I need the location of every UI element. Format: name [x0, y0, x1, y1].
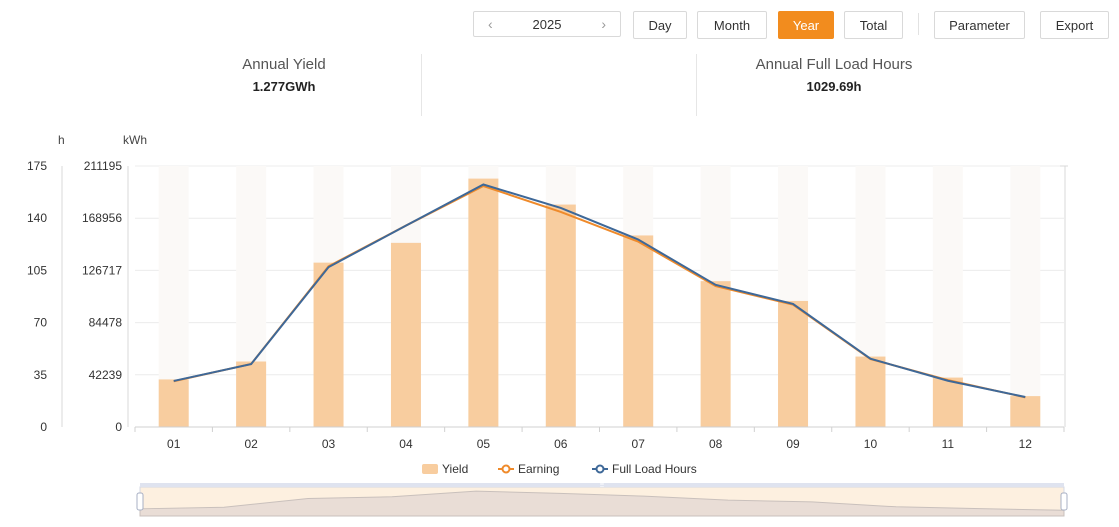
slider-handle[interactable] — [136, 492, 144, 511]
slider-top-bar — [140, 483, 1064, 487]
chevron-right-icon[interactable]: › — [601, 16, 606, 32]
yield-bar — [855, 356, 886, 427]
x-tick-label: 06 — [554, 437, 568, 451]
legend-label: Yield — [442, 462, 468, 476]
bar-background — [1010, 166, 1041, 427]
chevron-left-icon[interactable]: ‹ — [488, 16, 493, 32]
stat-divider — [696, 54, 697, 116]
annual-yield-stat: Annual Yield 1.277GWh — [184, 56, 384, 94]
yield-bar — [700, 281, 731, 427]
x-tick-label: 03 — [322, 437, 336, 451]
right-tick-label: 84478 — [89, 316, 123, 330]
x-tick-label: 01 — [167, 437, 181, 451]
yield-bar — [236, 361, 267, 427]
bar-layer — [158, 178, 1041, 427]
full-load-hours-stat: Annual Full Load Hours 1029.69h — [714, 56, 954, 94]
left-axis-unit: h — [58, 133, 65, 147]
full-load-hours-line — [173, 183, 1026, 399]
x-tick-label: 05 — [477, 437, 491, 451]
right-tick-label: 168956 — [82, 211, 122, 225]
parameter-button[interactable]: Parameter — [934, 11, 1025, 39]
annual-yield-value: 1.277GWh — [252, 79, 316, 94]
x-tick-label: 10 — [864, 437, 878, 451]
month-button[interactable]: Month — [697, 11, 767, 39]
left-tick-label: 70 — [34, 316, 48, 330]
yield-bar — [313, 262, 344, 427]
left-tick-label: 105 — [27, 263, 47, 277]
x-tick-label: 09 — [786, 437, 800, 451]
left-tick-label: 140 — [27, 211, 47, 225]
left-tick-label: 35 — [34, 368, 48, 382]
legend-yield-swatch — [422, 464, 438, 474]
legend-label: Full Load Hours — [612, 462, 697, 476]
slider-handle[interactable] — [1060, 492, 1068, 511]
right-tick-label: 126717 — [82, 263, 122, 277]
left-tick-label: 0 — [40, 420, 47, 434]
background-bar-layer — [158, 166, 1041, 427]
line-layer — [173, 183, 1026, 399]
legend-layer: Yield Earning Full Load Hours — [422, 462, 697, 476]
x-tick-label: 08 — [709, 437, 723, 451]
yield-bar — [468, 178, 499, 427]
total-button[interactable]: Total — [844, 11, 903, 39]
grid-layer — [135, 165, 1064, 376]
annual-yield-label: Annual Yield — [242, 56, 326, 73]
x-tick-label: 11 — [942, 437, 955, 451]
yield-bar — [545, 204, 576, 427]
x-tick-label: 02 — [244, 437, 258, 451]
x-tick-label: 07 — [632, 437, 646, 451]
axis-layer: 0 0 35 42239 70 84478 105 126717 140 168956 175 211… — [27, 159, 1068, 451]
yield-bar — [158, 379, 189, 427]
yield-bar — [932, 377, 963, 427]
day-button[interactable]: Day — [633, 11, 687, 39]
yield-bar — [390, 242, 421, 427]
full-load-hours-value: 1029.69h — [806, 79, 862, 94]
legend-marker — [595, 464, 605, 474]
right-tick-label: 211195 — [84, 159, 123, 173]
stat-divider — [421, 54, 422, 116]
slider-preview-area — [139, 490, 1065, 517]
right-axis-unit: kWh — [123, 133, 147, 147]
slider-move-handle[interactable]: ☰ — [600, 483, 605, 489]
yield-bar — [623, 235, 654, 427]
right-tick-label: 42239 — [89, 368, 123, 382]
year-picker[interactable]: ‹ 2025 › — [473, 11, 621, 37]
legend-marker — [501, 464, 511, 474]
year-value: 2025 — [532, 16, 562, 32]
yield-bar — [1010, 396, 1041, 427]
yield-bar — [778, 300, 809, 427]
full-load-hours-label: Annual Full Load Hours — [755, 56, 913, 73]
zoom-slider: ☰ — [136, 483, 1068, 517]
left-tick-label: 175 — [27, 159, 47, 173]
legend-label: Earning — [518, 462, 559, 476]
export-button[interactable]: Export — [1040, 11, 1109, 39]
x-tick-label: 04 — [399, 437, 413, 451]
x-tick-label: 12 — [1019, 437, 1033, 451]
toolbar-divider — [918, 13, 919, 35]
right-tick-label: 0 — [115, 420, 122, 434]
year-button[interactable]: Year — [778, 11, 834, 39]
